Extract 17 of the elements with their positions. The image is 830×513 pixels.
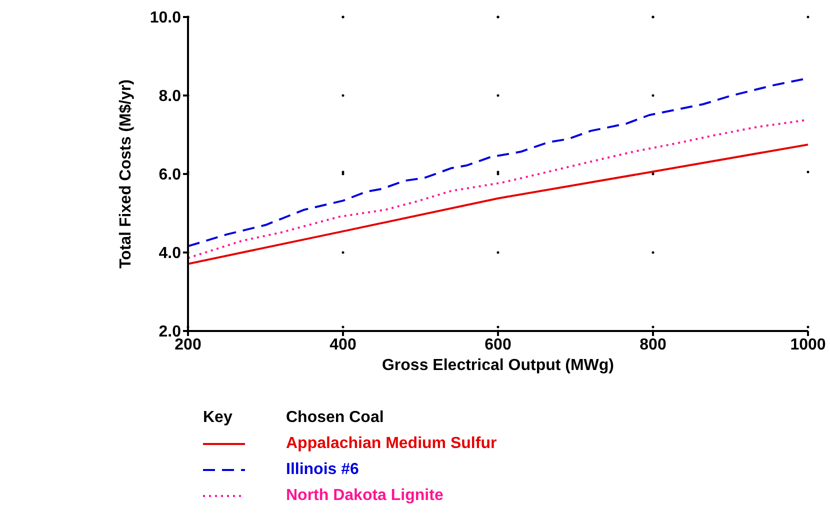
- line-series: [188, 144, 808, 265]
- x-tick-label: 200: [174, 336, 202, 354]
- x-tick-label: 800: [640, 336, 666, 354]
- text: Appalachian Medium Sulfur: [286, 435, 497, 453]
- legend-title: Chosen Coal: [286, 409, 384, 427]
- y-axis-title: Total Fixed Costs (M$/yr): [118, 79, 135, 269]
- x-tick-label: 600: [484, 336, 512, 354]
- y-tick-label: 4.0: [158, 245, 182, 262]
- text: Key: [203, 409, 234, 427]
- x-tick-label: 1000: [790, 336, 826, 354]
- y-tick-label: 6.0: [158, 166, 182, 184]
- text: Illinois #6: [286, 461, 359, 479]
- y-tick-label: 10.0: [150, 10, 182, 27]
- y-tick-label: 8.0: [158, 88, 182, 106]
- x-tick-label: 400: [330, 336, 356, 354]
- x-axis-title: Gross Electrical Output (MWg): [382, 357, 614, 374]
- text: North Dakota Lignite: [286, 487, 444, 505]
